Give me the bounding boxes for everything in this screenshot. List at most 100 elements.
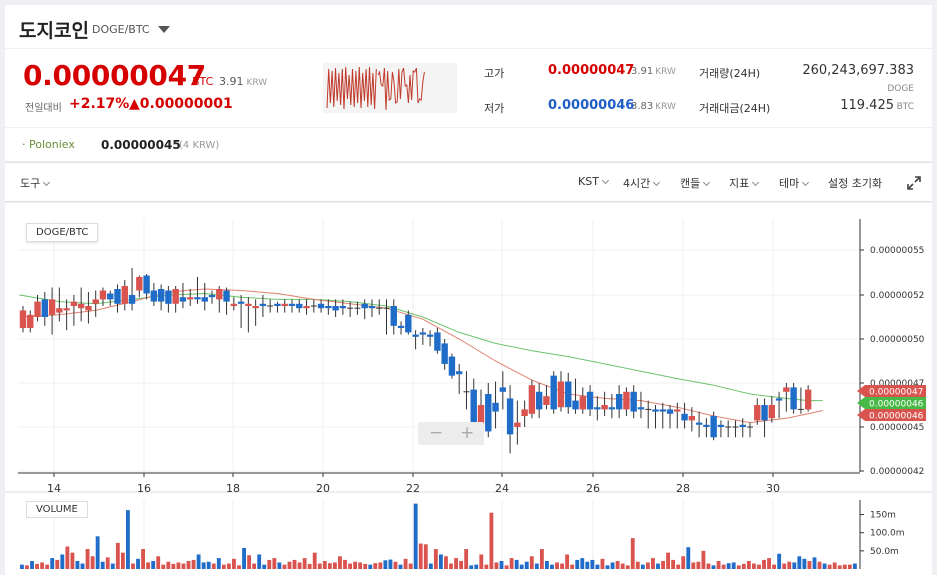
interval-menu[interactable]: 4시간 <box>623 175 661 191</box>
tools-menu[interactable]: 도구 <box>20 175 51 191</box>
candle-body <box>317 303 325 309</box>
candle-body <box>194 297 201 300</box>
volume-bar <box>40 562 45 569</box>
volume-bar <box>792 562 797 569</box>
zoom-in-button[interactable]: + <box>460 423 475 443</box>
candle-body <box>419 332 427 335</box>
candle-body <box>528 385 536 414</box>
volume-bar <box>666 552 671 569</box>
volume-bar <box>363 563 368 569</box>
volume-bar <box>156 556 161 569</box>
chevron-down-icon <box>43 178 51 187</box>
volume-bar <box>242 547 246 569</box>
volume-bar <box>696 561 701 569</box>
volume-bar <box>610 562 615 569</box>
volume-bar <box>201 562 206 569</box>
candle-body <box>477 405 485 425</box>
candle-body <box>114 289 121 304</box>
volume-bar <box>388 559 393 569</box>
theme-menu[interactable]: 테마 <box>779 175 810 191</box>
candlestick-chart[interactable]: 14 16 18 20 22 24 26 28 30 0.00000055 0.00000052 0.… <box>5 203 932 575</box>
candle-body <box>41 299 49 317</box>
volume-bar <box>524 561 529 569</box>
volume-bar <box>645 562 650 569</box>
candle-body <box>499 387 507 392</box>
volume-bar <box>75 561 80 569</box>
volume-bar <box>545 561 549 569</box>
candle-menu[interactable]: 캔들 <box>680 175 711 191</box>
x-tick-label: 24 <box>495 482 509 495</box>
candle-body <box>448 356 456 376</box>
reset-settings-button[interactable]: 설정 초기화 <box>828 177 883 190</box>
volume-bar <box>519 564 524 569</box>
amount-24h-value: 119.425 <box>840 98 894 113</box>
volume-bar <box>423 544 428 569</box>
chevron-down-icon <box>601 176 609 185</box>
current-price-krw: 3.91 KRW <box>219 75 268 88</box>
exchange-name[interactable]: · Poloniex <box>22 138 75 151</box>
volume-bar <box>782 563 787 569</box>
low-krw: 3.83 KRW <box>631 101 676 112</box>
volume-bar <box>807 561 812 569</box>
change-amount: ▲0.00000001 <box>129 96 233 112</box>
price-marker: 0.00000047 <box>857 385 926 398</box>
candle-body <box>288 303 296 306</box>
volume-bar <box>827 564 832 569</box>
volume-bar <box>70 552 75 569</box>
volume-bar <box>504 565 509 569</box>
x-tick-label: 22 <box>406 482 420 495</box>
candle-body <box>150 290 158 302</box>
volume-bar <box>847 564 852 569</box>
volume-bar <box>620 563 625 569</box>
volume-bar <box>348 563 352 569</box>
volume-24h-label: 거래량(24H) <box>699 67 761 80</box>
volume-bar <box>105 557 110 569</box>
volume-bar <box>378 562 383 569</box>
y-tick-label: 0.00000052 <box>870 291 924 301</box>
volume-bar <box>196 554 201 569</box>
volume-bar <box>822 563 827 569</box>
candle-body <box>179 297 187 302</box>
zoom-out-button[interactable]: − <box>429 423 444 443</box>
y-tick-label: 0.00000045 <box>870 423 924 433</box>
volume-bar <box>686 547 691 569</box>
candle-body <box>390 306 397 326</box>
volume-bar <box>45 564 50 569</box>
x-tick-label: 16 <box>137 482 151 495</box>
volume-bar <box>464 549 469 569</box>
volume-bar <box>343 559 347 569</box>
volume-bar <box>575 559 580 569</box>
volume-bar <box>312 552 317 569</box>
candle-body <box>187 297 194 300</box>
indicator-menu[interactable]: 지표 <box>729 175 760 191</box>
volume-bar <box>837 565 842 569</box>
candle-body <box>325 306 332 309</box>
candle-body <box>565 381 572 408</box>
low-label: 저가 <box>484 102 505 115</box>
volume-bar <box>297 562 302 569</box>
volume-bar <box>711 565 716 569</box>
volume-bar <box>640 564 645 569</box>
high-label: 고가 <box>484 67 505 80</box>
candle-body <box>368 306 376 309</box>
price-marker-tag <box>857 385 926 397</box>
coin-select-caret-icon[interactable] <box>158 26 170 33</box>
volume-bar <box>802 558 807 569</box>
coin-pair: DOGE/BTC <box>92 23 150 36</box>
volume-bar <box>262 564 267 569</box>
volume-bar <box>676 564 681 569</box>
volume-bar <box>171 563 176 569</box>
volume-bar <box>797 556 802 569</box>
timezone-menu[interactable]: KST <box>578 175 609 188</box>
candle-body <box>56 308 63 313</box>
volume-bar <box>332 562 337 569</box>
volume-bar <box>585 561 590 569</box>
volume-bar <box>277 562 282 569</box>
volume-bar <box>494 562 499 569</box>
fullscreen-icon[interactable] <box>907 176 921 190</box>
volume-bar <box>716 561 721 569</box>
candle-body <box>252 306 259 309</box>
volume-bar <box>181 563 186 569</box>
current-price: 0.00000047 <box>23 59 206 92</box>
candle-body <box>136 277 143 291</box>
